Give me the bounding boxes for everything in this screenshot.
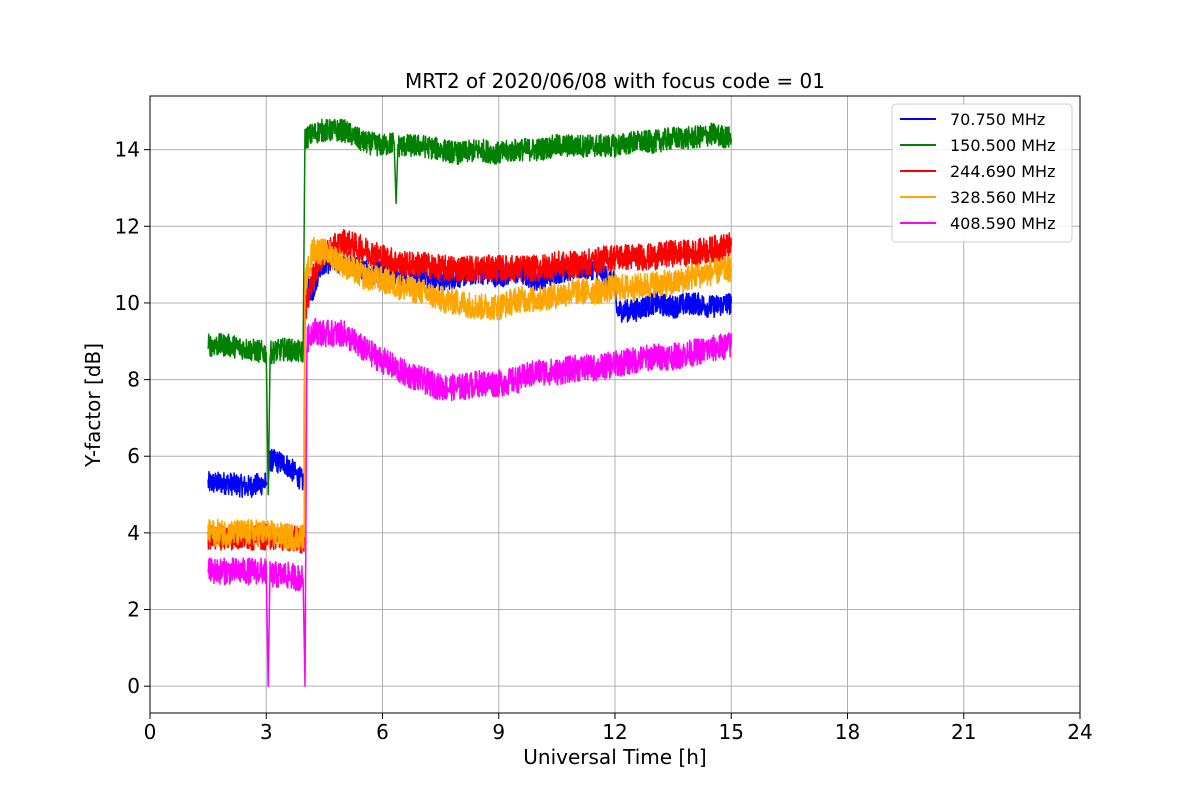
y-tick-label: 8 — [127, 368, 140, 392]
y-tick-label: 10 — [115, 291, 140, 315]
x-tick-label: 24 — [1067, 720, 1092, 744]
series-layer — [207, 118, 733, 687]
y-axis-label: Y-factor [dB] — [81, 343, 105, 468]
x-axis-label: Universal Time [h] — [523, 745, 706, 769]
legend-label: 150.500 MHz — [950, 136, 1055, 155]
y-tick-label: 0 — [127, 674, 140, 698]
y-tick-label: 2 — [127, 598, 140, 622]
x-tick-label: 6 — [376, 720, 389, 744]
x-tick-label: 15 — [719, 720, 744, 744]
legend-label: 408.590 MHz — [950, 214, 1055, 233]
x-tick-label: 18 — [835, 720, 860, 744]
legend-box — [891, 103, 1073, 243]
x-tick-label: 12 — [602, 720, 627, 744]
legend: 70.750 MHz 150.500 MHz 244.690 MHz 328.560 … — [891, 103, 1073, 243]
series-line — [207, 317, 733, 687]
x-tick-label: 0 — [144, 720, 157, 744]
legend-label: 70.750 MHz — [950, 110, 1045, 129]
y-tick-label: 14 — [115, 138, 140, 162]
chart-title: MRT2 of 2020/06/08 with focus code = 01 — [405, 69, 825, 93]
y-tick-label: 4 — [127, 521, 140, 545]
series-line — [207, 249, 733, 499]
legend-label: 328.560 MHz — [950, 188, 1055, 207]
legend-label: 244.690 MHz — [950, 162, 1055, 181]
series-line — [207, 236, 733, 551]
x-tick-label: 3 — [260, 720, 273, 744]
y-tick-label: 12 — [115, 214, 140, 238]
y-tick-label: 6 — [127, 444, 140, 468]
series-line — [207, 118, 733, 496]
x-tick-label: 21 — [951, 720, 976, 744]
x-tick-label: 9 — [492, 720, 505, 744]
